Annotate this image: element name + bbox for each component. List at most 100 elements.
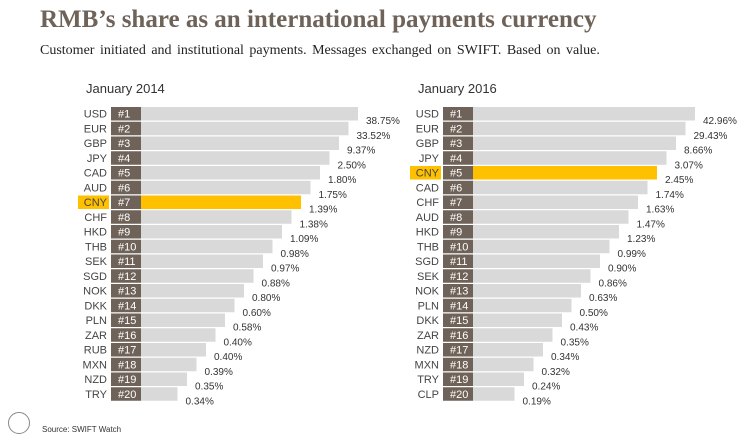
currency-label: DKK [416,315,439,327]
rank-label: #3 [118,138,130,150]
value-label: 1.39% [309,205,337,216]
bar [473,239,610,254]
bar [473,387,515,401]
rank-box [443,239,473,254]
rank-label: #12 [450,271,468,283]
rank-label: #18 [118,359,136,371]
rank-label: #2 [118,123,130,135]
bar [473,225,619,239]
rank-label: #3 [450,138,462,150]
rank-box [443,180,473,195]
rank-label: #6 [450,182,462,194]
currency-label: SGD [83,271,107,283]
rank-label: #1 [118,109,130,121]
rank-label: #14 [118,300,136,312]
rank-box [111,107,141,121]
rank-label: #9 [450,227,462,239]
bar [473,166,657,180]
bar [473,357,534,372]
rank-label: #7 [118,197,130,209]
value-label: 1.38% [300,219,328,230]
rank-label: #9 [118,227,130,239]
rank-box [111,151,141,165]
currency-label: CLP [418,389,439,401]
rank-box [443,284,473,298]
rank-label: #19 [450,374,468,386]
bar [141,151,330,165]
rank-box [111,210,141,224]
value-label: 0.35% [195,382,223,393]
highlight-label-bg [78,195,109,209]
rank-box [111,180,141,195]
rank-label: #17 [118,345,136,357]
currency-label: NZD [416,345,439,357]
bar [141,269,254,283]
rank-box [111,328,141,342]
rank-box [443,328,473,342]
rank-box [111,239,141,254]
currency-label: MXN [415,359,440,371]
currency-label: TRY [417,374,439,386]
rank-label: #16 [118,330,136,342]
rank-label: #14 [450,300,468,312]
rank-label: #18 [450,359,468,371]
rank-box [111,121,141,136]
rank-label: #4 [118,153,130,165]
rank-label: #19 [118,374,136,386]
rank-box [443,343,473,357]
currency-label: RUB [84,345,107,357]
value-label: 2.45% [665,175,693,186]
rank-label: #8 [118,212,130,224]
value-label: 38.75% [366,116,400,127]
currency-label: NZD [84,374,107,386]
rank-label: #10 [118,241,136,253]
rank-box [111,136,141,150]
currency-label: SEK [85,256,108,268]
currency-label: AUD [416,212,439,224]
currency-label: PLN [86,315,107,327]
swift-logo-icon [8,412,30,434]
currency-label: ZAR [85,330,107,342]
value-label: 0.99% [618,249,646,260]
value-label: 0.98% [281,249,309,260]
rank-box [443,151,473,165]
currency-label: CHF [84,212,107,224]
bar [141,121,349,136]
currency-label: CAD [416,182,439,194]
currency-label: CNY [416,168,440,180]
source-note: Source: SWIFT Watch [42,425,122,434]
bar [473,284,581,298]
page-title: RMB’s share as an international payments… [40,6,597,33]
bar [141,239,273,254]
rank-box [111,225,141,239]
rank-box [443,121,473,136]
rank-box [111,387,141,401]
rank-label: #11 [118,256,136,268]
currency-label: AUD [84,182,107,194]
currency-label: ZAR [417,330,439,342]
value-label: 3.07% [675,160,703,171]
rank-box [111,343,141,357]
rank-box [111,298,141,313]
value-label: 0.60% [243,308,271,319]
value-label: 0.34% [186,396,214,407]
highlight-label-bg [410,166,441,180]
value-label: 0.34% [551,352,579,363]
value-label: 0.40% [214,352,242,363]
bar [141,210,292,224]
rank-label: #13 [118,286,136,298]
rank-box [443,136,473,150]
bar [473,298,572,313]
value-label: 29.43% [694,131,728,142]
value-label: 2.50% [338,160,366,171]
rank-label: #20 [450,389,468,401]
value-label: 0.80% [252,293,280,304]
currency-label: CNY [84,197,108,209]
rank-label: #2 [450,123,462,135]
rank-label: #20 [118,389,136,401]
bar [473,136,676,150]
rank-label: #11 [450,256,468,268]
rank-box [111,166,141,180]
value-label: 0.88% [262,278,290,289]
bar [473,328,553,342]
